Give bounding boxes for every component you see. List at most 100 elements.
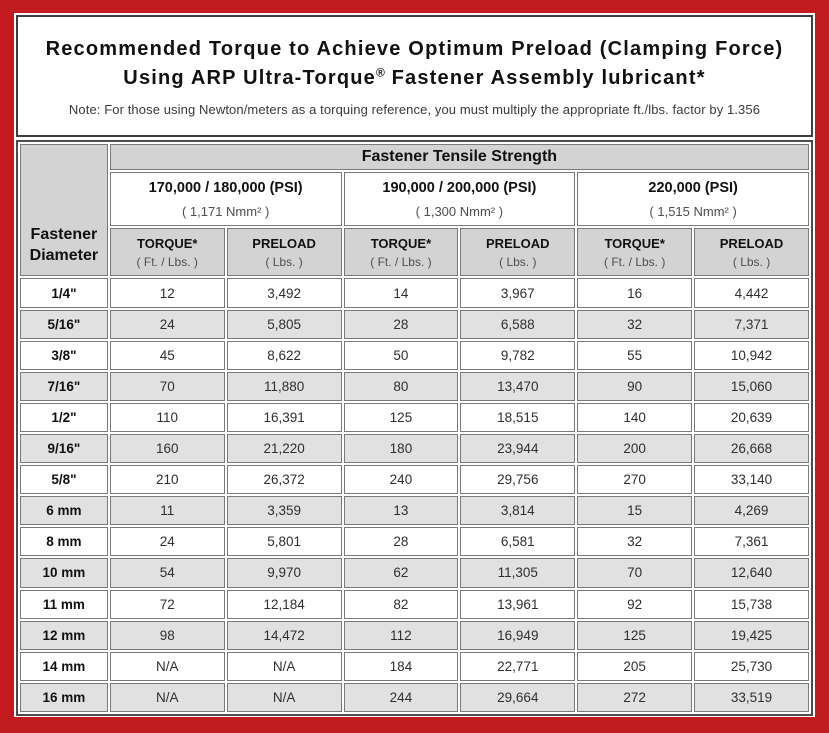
table-row: 9/16" 160 21,220 180 23,944 200 26,668 [20,434,809,464]
cell-preload-value: 9,970 [226,558,342,588]
torque-unit: ( Ft. / Lbs. ) [603,254,666,269]
table-row: 7/16" 70 11,880 80 13,470 90 15,060 [20,371,809,401]
fastener-diameter-header: Fastener Diameter [20,144,108,277]
cell-preload-value: 29,756 [460,465,576,495]
cell-fastener-diameter: 10 mm [20,558,108,588]
cell-preload-value: 15,060 [694,371,809,401]
cell-torque-value: N/A [109,682,225,712]
cell-preload-value: 23,944 [460,434,576,464]
preload-column-header: PRELOAD ( Lbs. ) [226,228,342,277]
table-body: 1/4" 12 3,492 14 3,967 16 4,442 5/16" 24 5,805 28 6… [20,278,809,712]
table-row: 8 mm 24 5,801 28 6,581 32 7,361 [20,527,809,557]
cell-torque-value: 14 [343,278,459,308]
cell-torque-value: 90 [577,371,693,401]
cell-torque-value: 160 [109,434,225,464]
cell-preload-value: 4,269 [694,496,809,526]
cell-preload-value: 3,492 [226,278,342,308]
document-title-line2: Using ARP Ultra-Torque® Fastener Assembl… [123,64,705,93]
cell-torque-value: 24 [109,309,225,339]
torque-preload-table: Fastener Diameter Fastener Tensile Stren… [16,140,813,716]
cell-fastener-diameter: 1/2" [20,402,108,432]
cell-torque-value: 50 [343,340,459,370]
cell-torque-value: 16 [577,278,693,308]
cell-preload-value: 16,391 [226,402,342,432]
cell-torque-value: N/A [109,651,225,681]
cell-preload-value: 5,801 [226,527,342,557]
torque-column-header: TORQUE* ( Ft. / Lbs. ) [343,228,459,277]
cell-torque-value: 70 [109,371,225,401]
cell-preload-value: 8,622 [226,340,342,370]
preload-unit: ( Lbs. ) [732,254,771,269]
table-row: 10 mm 54 9,970 62 11,305 70 12,640 [20,558,809,588]
table-row: 5/8" 210 26,372 240 29,756 270 33,140 [20,465,809,495]
cell-torque-value: 13 [343,496,459,526]
cell-torque-value: 244 [343,682,459,712]
cell-torque-value: 125 [343,402,459,432]
cell-preload-value: 21,220 [226,434,342,464]
cell-preload-value: 11,880 [226,371,342,401]
cell-preload-value: 6,588 [460,309,576,339]
document-title-line1: Recommended Torque to Achieve Optimum Pr… [45,38,784,60]
torque-label: TORQUE* [604,235,665,251]
preload-label: PRELOAD [252,235,316,251]
cell-torque-value: 125 [577,620,693,650]
cell-torque-value: 24 [109,527,225,557]
cell-preload-value: 15,738 [694,589,809,619]
cell-preload-value: N/A [226,651,342,681]
cell-torque-value: 110 [109,402,225,432]
cell-fastener-diameter: 7/16" [20,371,108,401]
cell-fastener-diameter: 1/4" [20,278,108,308]
nmm-value: ( 1,515 Nmm² ) [649,203,737,219]
cell-fastener-diameter: 3/8" [20,340,108,370]
cell-preload-value: 5,805 [226,309,342,339]
cell-preload-value: 6,581 [460,527,576,557]
cell-preload-value: 26,668 [694,434,809,464]
cell-torque-value: 180 [343,434,459,464]
psi-value: 170,000 / 180,000 (PSI) [148,179,303,196]
cell-torque-value: 55 [577,340,693,370]
cell-torque-value: 15 [577,496,693,526]
cell-preload-value: N/A [226,682,342,712]
cell-torque-value: 112 [343,620,459,650]
cell-torque-value: 184 [343,651,459,681]
torque-column-header: TORQUE* ( Ft. / Lbs. ) [577,228,693,277]
cell-torque-value: 45 [109,340,225,370]
nmm-value: ( 1,300 Nmm² ) [415,203,504,219]
cell-preload-value: 7,361 [694,527,809,557]
preload-column-header: PRELOAD ( Lbs. ) [694,228,809,277]
cell-preload-value: 29,664 [460,682,576,712]
preload-unit: ( Lbs. ) [499,254,537,269]
cell-torque-value: 205 [577,651,693,681]
tensile-strength-header: Fastener Tensile Strength [109,144,809,171]
cell-torque-value: 272 [577,682,693,712]
preload-label: PRELOAD [486,235,550,251]
registered-trademark-symbol: ® [376,65,385,80]
cell-torque-value: 140 [577,402,693,432]
title-line2-pre: Using ARP Ultra-Torque [123,67,377,89]
cell-torque-value: 70 [577,558,693,588]
cell-torque-value: 32 [577,527,693,557]
psi-group-190-200: 190,000 / 200,000 (PSI) ( 1,300 Nmm² ) [343,172,576,227]
cell-fastener-diameter: 5/8" [20,465,108,495]
cell-preload-value: 12,184 [226,589,342,619]
cell-preload-value: 14,472 [226,620,342,650]
psi-group-220: 220,000 (PSI) ( 1,515 Nmm² ) [577,172,809,227]
cell-torque-value: 72 [109,589,225,619]
cell-preload-value: 12,640 [694,558,809,588]
cell-fastener-diameter: 9/16" [20,434,108,464]
preload-label: PRELOAD [719,235,784,251]
psi-value: 190,000 / 200,000 (PSI) [382,179,537,196]
cell-preload-value: 22,771 [460,651,576,681]
cell-torque-value: 28 [343,309,459,339]
table-row: 5/16" 24 5,805 28 6,588 32 7,371 [20,309,809,339]
cell-preload-value: 11,305 [460,558,576,588]
cell-preload-value: 26,372 [226,465,342,495]
cell-fastener-diameter: 5/16" [20,309,108,339]
cell-torque-value: 12 [109,278,225,308]
cell-preload-value: 13,961 [460,589,576,619]
table-row: 16 mm N/A N/A 244 29,664 272 33,519 [20,682,809,712]
cell-preload-value: 3,359 [226,496,342,526]
cell-preload-value: 16,949 [460,620,576,650]
cell-fastener-diameter: 8 mm [20,527,108,557]
